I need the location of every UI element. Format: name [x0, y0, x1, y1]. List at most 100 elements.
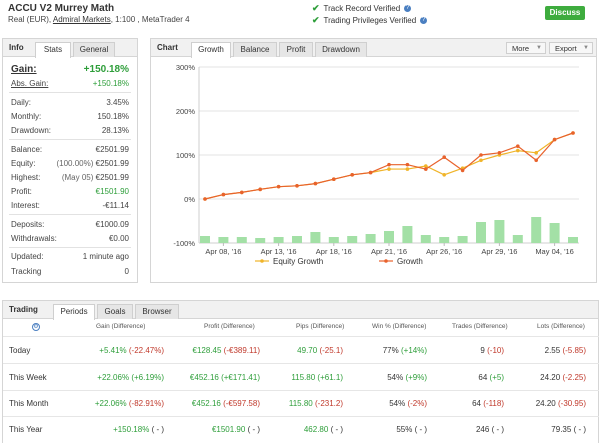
- cell-pips: 115.80: [291, 373, 316, 382]
- profit-value: €1501.90: [95, 187, 129, 196]
- col-pips[interactable]: Pips (Difference): [296, 323, 345, 330]
- cell-pips-diff: (+61.1): [317, 373, 343, 382]
- x-tick-label: Apr 13, '16: [261, 247, 297, 256]
- cell-lots-diff: (-5.85): [562, 346, 586, 355]
- col-trades[interactable]: Trades (Difference): [452, 323, 508, 330]
- x-tick-label: Apr 21, '16: [371, 247, 407, 256]
- data-point: [479, 158, 483, 163]
- growth-chart[interactable]: 300% 200% 100% 0% -100% Apr 08, '16 Apr 13, '…: [151, 57, 596, 282]
- divider: [3, 363, 599, 364]
- data-point: [497, 151, 502, 155]
- col-lots[interactable]: Lots (Difference): [537, 323, 585, 330]
- volume-bar: [384, 231, 394, 243]
- gain-row: Gain: +150.18%: [11, 64, 129, 75]
- volume-bar: [512, 235, 523, 243]
- cell-lots-diff: (-30.95): [557, 399, 586, 408]
- monthly-row: Monthly: 150.18%: [11, 112, 129, 121]
- account-header: ACCU V2 Murrey Math Real (EUR), Admiral …: [0, 0, 600, 30]
- balance-label: Balance:: [11, 145, 43, 154]
- col-gain[interactable]: Gain (Difference): [96, 323, 146, 330]
- chevron-down-icon: ▼: [583, 45, 589, 51]
- trading-panel: Trading Periods Goals Browser: [2, 300, 599, 443]
- data-point: [442, 155, 447, 159]
- updated-label: Updated:: [11, 252, 44, 261]
- cell-win: 54%: [387, 373, 404, 382]
- cell-win-diff: (-2%): [407, 399, 427, 408]
- data-point: [552, 137, 557, 142]
- chevron-down-icon: ▼: [536, 45, 542, 51]
- x-tick-label: May 04, '16: [535, 247, 574, 256]
- tab-stats[interactable]: Stats: [35, 42, 71, 58]
- col-win[interactable]: Win % (Difference): [372, 323, 427, 330]
- daily-row: Daily: 3.45%: [11, 98, 129, 107]
- trading-panel-header: Trading Periods Goals Browser: [3, 301, 598, 320]
- x-tick-label: Apr 08, '16: [205, 247, 241, 256]
- col-profit[interactable]: Profit (Difference): [204, 323, 255, 330]
- tab-goals[interactable]: Goals: [97, 304, 133, 319]
- cell-pips-diff: ( - ): [330, 425, 343, 434]
- row-label: Today: [9, 346, 31, 355]
- data-point: [442, 173, 447, 177]
- interest-value: -€11.14: [102, 201, 129, 210]
- volume-bar: [347, 236, 358, 243]
- data-point: [258, 187, 262, 192]
- legend-label: Growth: [397, 257, 423, 266]
- equity-note: (100.00%): [56, 159, 94, 168]
- cell-lots: 79.35: [551, 425, 572, 434]
- gear-icon[interactable]: ⚙: [32, 323, 40, 331]
- cell-gain: +150.18%: [113, 425, 150, 434]
- tab-drawdown[interactable]: Drawdown: [315, 42, 367, 57]
- tab-periods[interactable]: Periods: [53, 304, 95, 320]
- data-point: [479, 153, 483, 157]
- data-point: [460, 168, 465, 173]
- profit-row: Profit: €1501.90: [11, 187, 129, 196]
- volume-bar: [200, 236, 210, 243]
- cell-pips-diff: (-25.1): [319, 346, 343, 355]
- x-tick-label: Apr 26, '16: [426, 247, 462, 256]
- gain-label[interactable]: Gain:: [11, 64, 37, 75]
- cell-gain-diff: (-22.47%): [128, 346, 164, 355]
- cell-gain: +5.41%: [99, 346, 127, 355]
- cell-win-diff: ( - ): [414, 425, 427, 434]
- cell-pips: 49.70: [297, 346, 318, 355]
- more-dropdown[interactable]: More ▼: [506, 42, 546, 54]
- broker-link[interactable]: Admiral Markets: [52, 15, 111, 24]
- cell-trades: 64: [472, 399, 482, 408]
- row-label: This Year: [9, 425, 43, 434]
- withdrawals-label: Withdrawals:: [11, 234, 57, 243]
- abs-gain-row: Abs. Gain: +150.18%: [11, 79, 129, 88]
- cell-profit: €128.45: [192, 346, 222, 355]
- help-icon[interactable]: ?: [404, 5, 412, 12]
- daily-label: Daily:: [11, 98, 32, 107]
- tab-profit[interactable]: Profit: [279, 42, 313, 57]
- tab-balance[interactable]: Balance: [233, 42, 277, 57]
- data-point: [534, 151, 538, 155]
- highest-label: Highest:: [11, 173, 41, 182]
- cell-pips: 462.80: [303, 425, 329, 434]
- row-label: This Week: [9, 373, 47, 382]
- drawdown-row: Drawdown: 28.13%: [11, 126, 129, 135]
- cell-profit-diff: (+€171.41): [221, 373, 260, 382]
- tab-browser[interactable]: Browser: [135, 304, 179, 319]
- help-icon[interactable]: ?: [420, 17, 428, 24]
- tab-general[interactable]: General: [73, 42, 115, 57]
- export-dropdown[interactable]: Export ▼: [549, 42, 593, 54]
- discuss-button[interactable]: Discuss: [545, 6, 585, 20]
- volume-bar: [531, 217, 542, 243]
- data-point: [424, 164, 428, 168]
- cell-trades-diff: (+5): [489, 373, 504, 382]
- abs-gain-label[interactable]: Abs. Gain:: [11, 79, 49, 88]
- chart-title: Chart: [157, 43, 178, 52]
- y-tick-label: -100%: [173, 239, 195, 248]
- cell-lots: 2.55: [544, 346, 561, 355]
- monthly-label: Monthly:: [11, 112, 42, 121]
- legend-marker: [260, 259, 264, 263]
- tab-growth[interactable]: Growth: [191, 42, 231, 58]
- volume-bar: [218, 237, 229, 243]
- daily-value: 3.45%: [106, 98, 129, 107]
- highest-note: (May 05): [61, 173, 94, 182]
- volume-bar: [476, 222, 486, 243]
- withdrawals-row: Withdrawals: €0.00: [11, 234, 129, 243]
- cell-trades-diff: (-118): [483, 399, 504, 408]
- cell-win: 55%: [396, 425, 413, 434]
